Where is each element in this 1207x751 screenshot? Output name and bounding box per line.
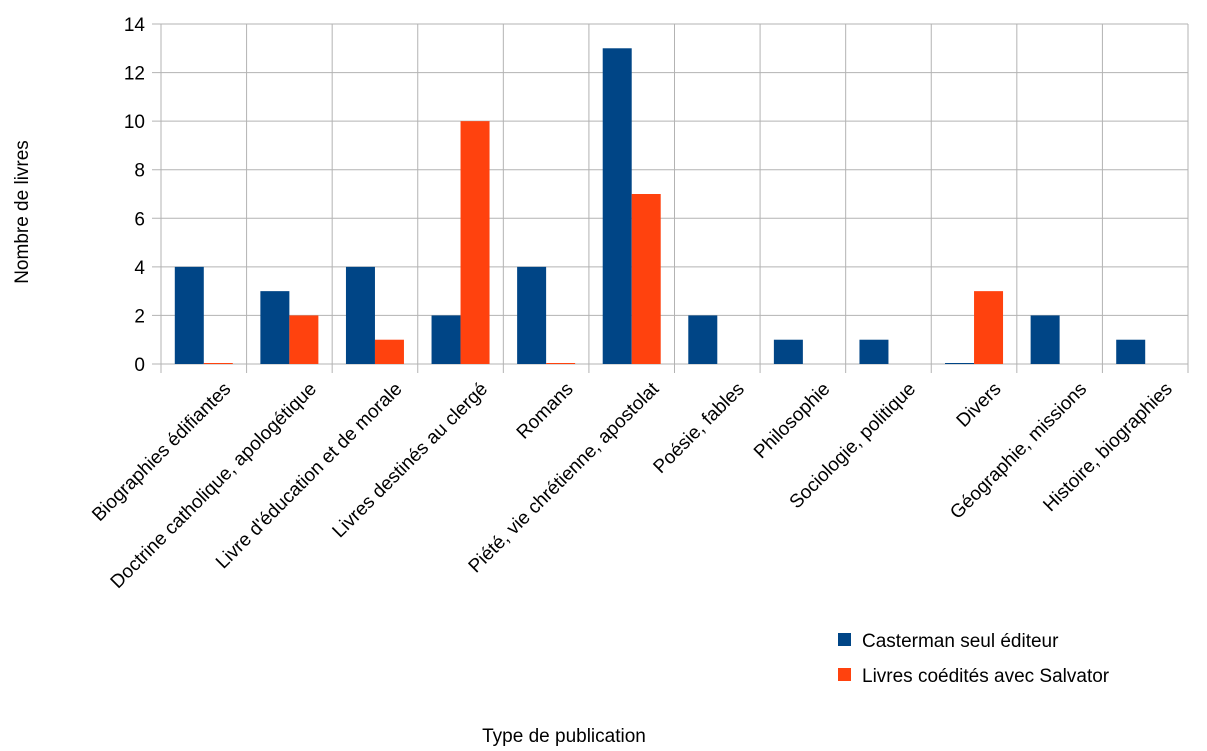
y-tick-label: 2	[134, 306, 145, 327]
x-tick-label: Livres destinés au clergé	[329, 379, 492, 542]
legend: Casterman seul éditeur Livres coédités av…	[838, 631, 1110, 687]
y-tick-label: 8	[134, 161, 145, 182]
bar-series-1	[174, 266, 204, 364]
x-tick-label: Romans	[513, 379, 578, 444]
y-axis-label: Nombre de livres	[12, 140, 33, 284]
bar-series-2	[631, 194, 661, 364]
x-tick-label: Biographies édifiantes	[88, 379, 235, 526]
bar-series-2	[374, 339, 404, 364]
bar-series-1	[602, 48, 632, 365]
y-tick-label: 10	[124, 112, 145, 133]
bar-series-2	[974, 291, 1004, 364]
bar-series-1	[1116, 339, 1146, 364]
x-axis-label: Type de publication	[482, 726, 646, 746]
x-tick-label: Piété, vie chrétienne, apostolat	[465, 378, 664, 577]
bar-series-1	[688, 315, 718, 364]
legend-swatch	[838, 668, 851, 681]
bar-series-2	[546, 363, 576, 364]
bar-series-2	[460, 121, 490, 365]
y-tick-labels: 0 2 4 6 8 10 12 14	[124, 15, 146, 376]
legend-label: Livres coédités avec Salvator	[862, 666, 1110, 687]
x-tick-label: Poésie, fables	[650, 379, 749, 478]
y-tick-label: 6	[134, 209, 145, 230]
bars	[174, 48, 1146, 365]
x-tick-label: Livre d'éducation et de morale	[212, 379, 406, 573]
y-tick-label: 0	[134, 355, 145, 376]
y-tick-label: 14	[124, 15, 146, 36]
y-tick-label: 12	[124, 64, 145, 85]
legend-label: Casterman seul éditeur	[862, 631, 1059, 652]
bar-series-1	[345, 266, 375, 364]
bar-series-1	[773, 339, 803, 364]
x-tick-label: Divers	[953, 379, 1006, 432]
bar-series-1	[945, 363, 975, 364]
y-tick-label: 4	[134, 258, 145, 279]
bar-series-1	[517, 266, 547, 364]
bar-series-1	[859, 339, 889, 364]
grid-lines	[152, 23, 1189, 373]
x-tick-label: Philosophie	[750, 379, 834, 463]
bar-series-1	[431, 315, 461, 364]
bar-series-2	[289, 315, 319, 364]
bar-series-1	[260, 291, 290, 364]
bar-series-1	[1030, 315, 1060, 364]
bar-series-2	[203, 363, 233, 364]
legend-swatch	[838, 633, 851, 646]
